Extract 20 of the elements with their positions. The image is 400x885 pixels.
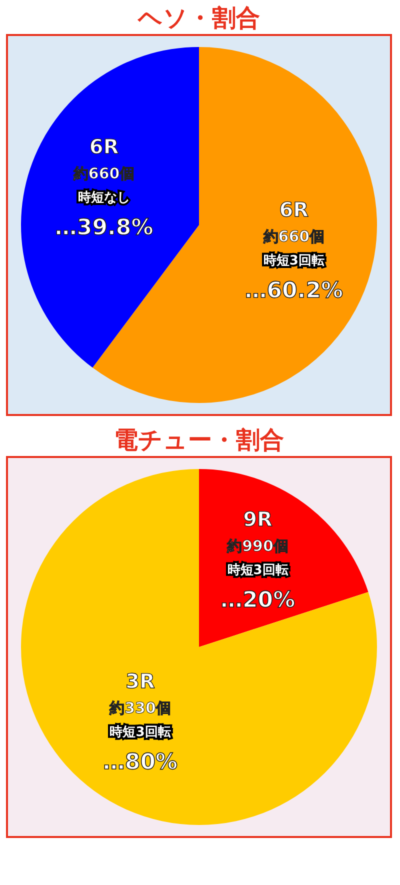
text: 時短3回転 xyxy=(263,254,324,268)
text: 約660個 xyxy=(72,164,135,182)
chart-title: ヘソ・割合 xyxy=(137,4,260,32)
text: 時短3回転 xyxy=(227,563,288,578)
data-label: …39.8% xyxy=(54,216,154,240)
text: 時短なし xyxy=(78,190,130,206)
text: 時短3回転 xyxy=(110,724,171,740)
data-label: …60.2% xyxy=(244,278,344,304)
slice-label: 9R xyxy=(243,507,272,532)
text: 約660個 xyxy=(262,228,325,246)
chart-title: 電チュー・割合 xyxy=(114,426,284,454)
slice-label: 3R xyxy=(126,668,155,693)
pie-slice xyxy=(21,47,199,368)
pie-slice xyxy=(21,469,377,825)
slice-label: 6R xyxy=(279,198,309,222)
slice-label: 6R xyxy=(89,134,119,158)
text: 約330個 xyxy=(108,698,171,717)
data-label: …80% xyxy=(102,750,178,775)
data-label: …20% xyxy=(220,588,296,614)
text: 約990個 xyxy=(226,537,288,556)
